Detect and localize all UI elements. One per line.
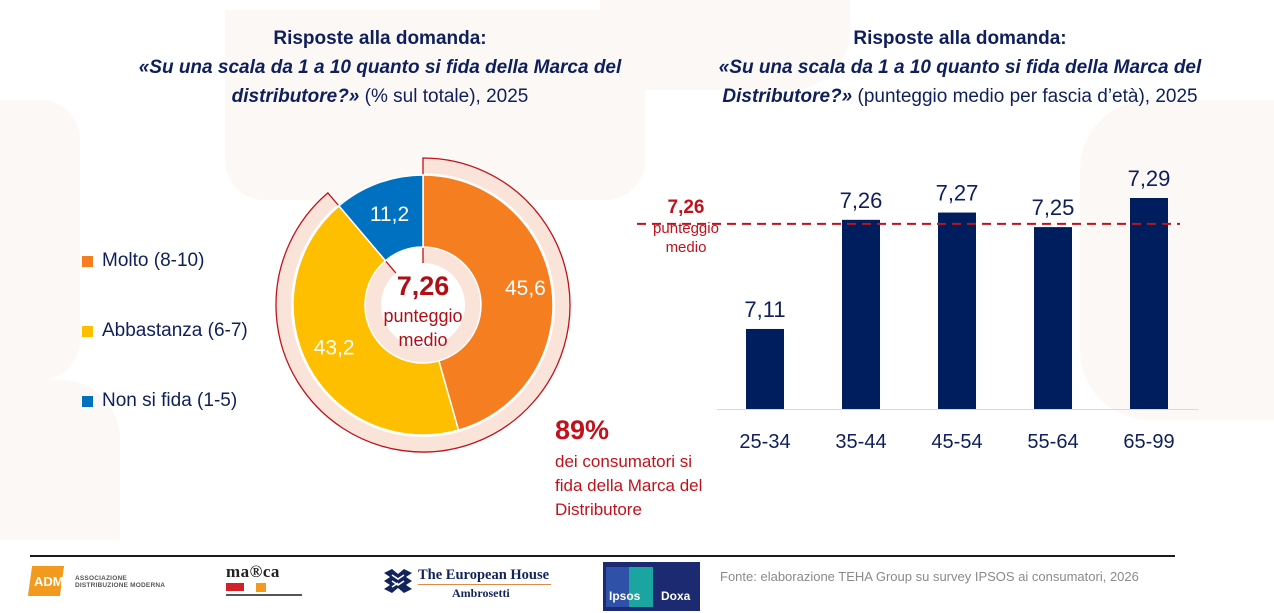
average-line-label: 7,26 punteggio medio (636, 197, 736, 257)
background-watermark (600, 0, 850, 90)
legend-swatch (82, 255, 93, 267)
legend-label: Non si fida (1-5) (102, 390, 238, 411)
x-tick-label: 25-34 (739, 431, 790, 453)
donut-slice-molto (422, 174, 554, 431)
ipsos-logo-blue (606, 567, 629, 607)
x-tick-label: 55-64 (1027, 431, 1078, 453)
donut-legend: Molto (8-10) Abbastanza (6-7) Non si fid… (82, 226, 248, 436)
donut-slice-abbastanza (292, 204, 460, 436)
teha-logo-icon (384, 569, 412, 593)
legend-label: Molto (8-10) (102, 250, 205, 271)
donut-center-label-1: punteggio (383, 306, 462, 326)
bar-value-label: 7,11 (744, 297, 785, 322)
legend-item-molto: Molto (8-10) (82, 226, 248, 296)
trust-callout: 89% dei consumatori si fida della Marca … (555, 415, 715, 522)
donut-center-label-2: medio (398, 330, 447, 350)
right-title-rest: (punteggio medio per fascia d’età), 2025 (852, 86, 1198, 107)
bar-45-54 (938, 212, 976, 409)
right-chart-title: Risposte alla domanda: «Su una scala da … (660, 24, 1260, 111)
callout-text: dei consumatori si fida della Marca del … (555, 452, 703, 519)
average-label-2: medio (665, 239, 707, 256)
donut-chart: 45,6 43,2 11,2 (275, 157, 571, 453)
bar-value-label: 7,25 (1032, 195, 1075, 220)
donut-slice-non (337, 174, 424, 262)
legend-label: Abbastanza (6-7) (102, 320, 248, 341)
marca-logo-partners (226, 583, 302, 597)
background-watermark (0, 100, 80, 380)
adm-logo-subtitle: ASSOCIAZIONE DISTRIBUZIONE MODERNA (75, 575, 165, 589)
legend-swatch (82, 325, 93, 337)
left-title-line1: Risposte alla domanda: (273, 28, 487, 49)
bar-value-label: 7,27 (936, 181, 979, 206)
adm-sub-1: ASSOCIAZIONE (75, 575, 127, 582)
average-label-1: punteggio (653, 220, 719, 237)
highlight-outline (275, 157, 571, 453)
bar-65-99 (1130, 198, 1168, 409)
left-title-rest: (% sul totale), 2025 (359, 86, 529, 107)
donut-slice-label: 45,6 (505, 277, 546, 300)
bar-55-64 (1034, 227, 1072, 409)
donut-center-value: 7,26 (397, 271, 450, 301)
source-note: Fonte: elaborazione TEHA Group su survey… (720, 569, 1139, 584)
bar-25-34 (746, 328, 784, 409)
bar-35-44 (842, 219, 880, 409)
teha-logo-name: The European House (418, 567, 550, 583)
marca-logo-text: ma®ca (226, 562, 280, 581)
bar-value-label: 7,26 (840, 188, 883, 213)
ipsos-logo-text: Ipsos (609, 589, 641, 603)
background-watermark (0, 380, 120, 540)
right-title-line1: Risposte alla domanda: (853, 28, 1067, 49)
doxa-logo-text: Doxa (661, 589, 691, 603)
highlight-tick (384, 260, 397, 274)
left-title-question: «Su una scala da 1 a 10 quanto si fida d… (138, 57, 622, 107)
legend-item-non-si-fida: Non si fida (1-5) (82, 366, 248, 436)
adm-sub-2: DISTRIBUZIONE MODERNA (75, 582, 166, 589)
x-tick-label: 65-99 (1123, 431, 1174, 453)
adm-logo-text: ADM (34, 574, 64, 589)
x-tick-label: 45-54 (931, 431, 982, 453)
right-title-question: «Su una scala da 1 a 10 quanto si fida d… (718, 57, 1202, 107)
teha-logo-sub: Ambrosetti (452, 586, 510, 600)
legend-item-abbastanza: Abbastanza (6-7) (82, 296, 248, 366)
left-chart-title: Risposte alla domanda: «Su una scala da … (120, 24, 640, 111)
x-tick-label: 35-44 (835, 431, 886, 453)
callout-value: 89% (555, 415, 610, 445)
average-value: 7,26 (667, 197, 705, 218)
teha-logo-rule (418, 584, 551, 585)
footer-divider (30, 555, 1175, 557)
bar-value-label: 7,29 (1128, 166, 1171, 191)
donut-slice-label: 43,2 (314, 336, 355, 359)
legend-swatch (82, 395, 93, 407)
donut-slice-label: 11,2 (370, 203, 409, 226)
bar-chart: 7,11 25-34 7,26 35-44 7,27 45-54 7,25 55-64 7,29… (637, 166, 1198, 453)
background-watermark (1080, 100, 1274, 420)
